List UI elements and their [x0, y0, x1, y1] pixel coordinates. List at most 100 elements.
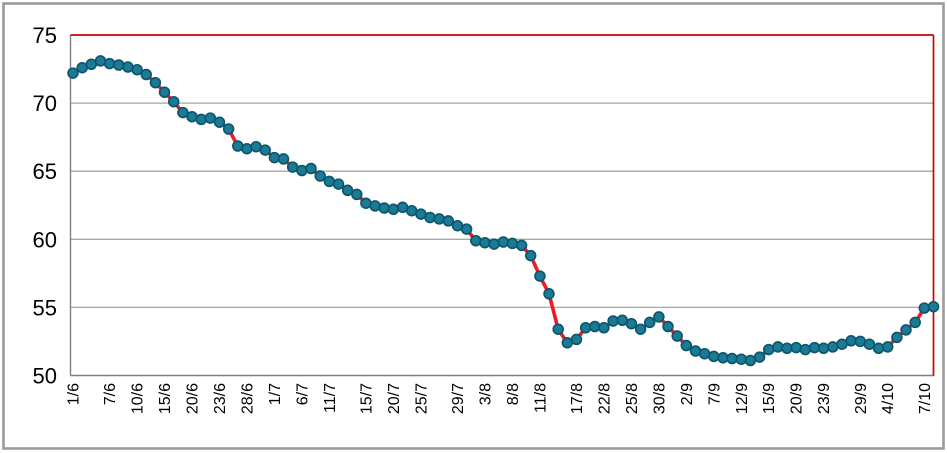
data-point	[195, 113, 207, 126]
data-point	[204, 112, 217, 124]
data-point	[286, 161, 299, 173]
x-tick-label: 15/9	[761, 383, 778, 414]
data-point	[891, 331, 903, 344]
data-point	[515, 239, 528, 252]
data-point	[222, 123, 235, 135]
x-tick-label: 17/8	[569, 383, 586, 414]
data-point	[167, 95, 180, 108]
data-point	[442, 215, 455, 227]
data-point	[360, 197, 372, 209]
data-point	[259, 144, 271, 156]
data-point	[762, 343, 775, 356]
data-point	[927, 300, 940, 313]
data-point	[497, 236, 510, 248]
x-tick-label: 4/10	[880, 383, 897, 414]
data-point	[131, 63, 143, 76]
data-point	[881, 341, 894, 353]
data-point	[378, 202, 390, 214]
data-point	[543, 288, 555, 300]
x-tick-label: 10/6	[130, 383, 147, 414]
x-tick-label: 20/6	[185, 383, 202, 414]
data-point	[470, 234, 482, 247]
data-point	[277, 153, 290, 165]
data-point	[607, 315, 619, 327]
data-point	[314, 170, 326, 182]
data-point	[781, 342, 793, 355]
data-point	[625, 317, 638, 330]
data-point	[113, 59, 125, 71]
x-tick-label: 15/7	[358, 383, 375, 414]
data-point	[158, 86, 171, 98]
data-point	[680, 339, 693, 352]
data-point	[305, 162, 317, 175]
y-tick-label: 70	[33, 91, 57, 116]
data-point	[186, 110, 198, 123]
data-point	[863, 338, 876, 350]
data-point	[753, 351, 766, 363]
data-point	[369, 200, 381, 212]
data-point	[103, 57, 116, 70]
y-tick-label: 65	[33, 159, 57, 184]
x-tick-label: 15/6	[157, 383, 174, 414]
x-tick-label: 30/8	[651, 383, 668, 414]
data-point	[488, 238, 500, 250]
data-point	[561, 337, 574, 349]
x-tick-label: 7/9	[706, 383, 723, 405]
data-point	[213, 116, 226, 128]
data-point	[149, 76, 162, 89]
data-point	[817, 342, 830, 355]
data-point	[598, 322, 610, 334]
series-line	[71, 59, 936, 363]
data-point	[433, 213, 445, 225]
x-tick-label: 25/7	[413, 383, 430, 414]
y-tick-label: 55	[33, 295, 57, 320]
data-point	[726, 352, 738, 365]
data-point	[579, 322, 592, 334]
data-point	[744, 354, 757, 367]
y-tick-label: 75	[33, 23, 57, 48]
data-point	[296, 164, 308, 177]
x-tick-label: 25/8	[624, 383, 641, 414]
x-tick-label: 29/9	[853, 383, 870, 414]
data-point	[387, 203, 400, 216]
data-point	[845, 335, 857, 347]
data-point	[643, 316, 656, 329]
data-point	[799, 343, 812, 356]
data-point	[323, 175, 336, 188]
data-point	[735, 353, 748, 365]
data-point	[653, 311, 665, 323]
x-tick-label: 8/8	[505, 383, 522, 405]
data-point	[85, 58, 98, 71]
x-tick-label: 20/7	[386, 383, 403, 414]
data-point	[918, 302, 931, 314]
x-tick-label: 20/9	[789, 383, 806, 414]
data-point	[662, 320, 674, 333]
data-point	[772, 341, 784, 353]
data-point	[671, 330, 683, 342]
x-tick-label: 11/7	[322, 383, 339, 413]
x-tick-label: 29/7	[450, 383, 467, 414]
data-point	[405, 204, 418, 217]
x-tick-label: 28/6	[239, 383, 256, 414]
x-tick-label: 23/6	[212, 383, 229, 414]
data-point	[900, 324, 912, 336]
data-point	[241, 142, 253, 155]
x-tick-label: 11/8	[532, 383, 549, 413]
data-point	[827, 341, 839, 353]
data-point	[534, 270, 546, 282]
data-point	[67, 67, 79, 79]
data-point	[506, 237, 519, 250]
data-point	[479, 236, 491, 249]
x-tick-label: 7/10	[917, 383, 934, 414]
data-point	[570, 333, 583, 346]
data-point	[351, 188, 363, 201]
data-point	[552, 323, 564, 335]
data-point	[589, 320, 601, 333]
data-point	[634, 323, 647, 335]
data-point	[341, 184, 354, 197]
data-point	[268, 151, 281, 164]
